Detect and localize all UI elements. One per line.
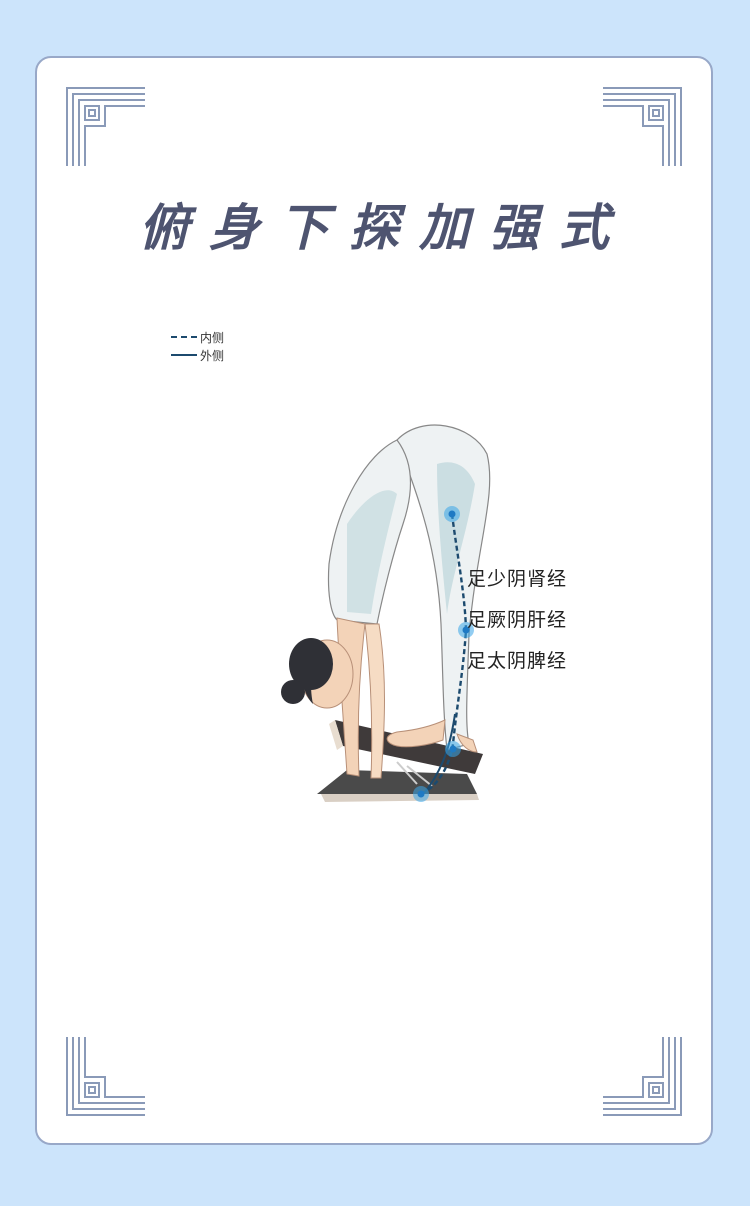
meridian-labels: 足少阴肾经 足厥阴肝经 足太阴脾经 (467, 566, 567, 689)
corner-ornament-icon (603, 1037, 682, 1116)
corner-ornament-bottom-right (601, 1035, 683, 1117)
legend-item-outer: 外侧 (171, 346, 224, 364)
person-forward-bend-icon (281, 424, 491, 802)
corner-ornament-bottom-left (65, 1035, 147, 1117)
meridian-label-spleen: 足太阴脾经 (467, 650, 568, 672)
corner-ornament-top-left (65, 86, 147, 168)
corner-ornament-icon (66, 87, 145, 166)
corner-ornament-top-right (601, 86, 683, 168)
page-title: 俯身下探加强式 (139, 198, 629, 257)
content-card: 俯身下探加强式 内侧 外侧 (35, 56, 713, 1145)
legend-label: 外侧 (200, 348, 225, 363)
meridian-label-kidney: 足少阴肾经 (467, 568, 568, 590)
legend-label: 内侧 (200, 330, 225, 345)
solid-line-icon (171, 354, 197, 356)
corner-ornament-icon (603, 87, 682, 166)
legend-item-inner: 内侧 (171, 328, 224, 346)
corner-ornament-icon (66, 1037, 145, 1116)
forward-bend-illustration (247, 374, 507, 814)
dashed-line-icon (171, 336, 197, 338)
meridian-label-liver: 足厥阴肝经 (467, 609, 568, 631)
meridian-inner-line (420, 513, 468, 796)
legend: 内侧 外侧 (171, 328, 224, 364)
